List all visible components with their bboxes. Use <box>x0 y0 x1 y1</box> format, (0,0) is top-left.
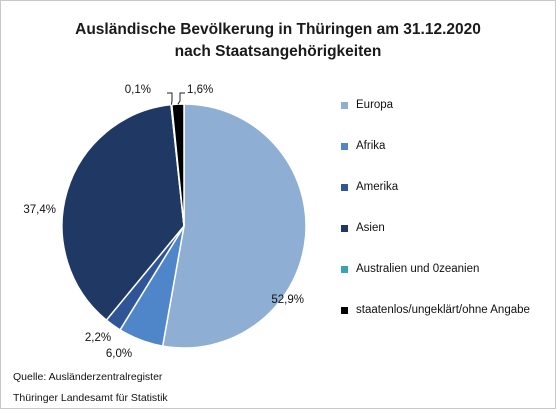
legend-item: Europa <box>341 97 393 113</box>
legend-item: Asien <box>341 220 385 236</box>
data-label: 1,6% <box>187 84 213 96</box>
leader-line <box>167 92 173 105</box>
pie-slice-europa <box>161 103 307 349</box>
legend-swatch <box>341 183 348 191</box>
legend-label: Europa <box>356 99 394 111</box>
publisher-note: Thüringer Landesamt für Statistik <box>13 392 168 404</box>
chart-title: Ausländische Bevölkerung in Thüringen am… <box>75 21 481 38</box>
legend-swatch <box>341 224 348 232</box>
legend-swatch <box>341 101 348 109</box>
legend-label: staatenlos/ungeklärt/ohne Angabe <box>356 304 530 316</box>
data-label: 0,1% <box>125 84 151 96</box>
legend-swatch <box>341 265 348 273</box>
legend-label: Australien und 0zeanien <box>356 263 480 275</box>
data-label: 6,0% <box>106 348 132 360</box>
leader-line <box>177 92 185 105</box>
data-label: 2,2% <box>85 332 111 344</box>
legend-item: Amerika <box>341 179 398 195</box>
pie-slice-asien <box>61 103 185 322</box>
chart-subtitle: nach Staatsangehörigkeiten <box>174 43 382 60</box>
legend-swatch <box>341 142 348 150</box>
legend-item: staatenlos/ungeklärt/ohne Angabe <box>341 302 530 318</box>
legend-label: Asien <box>356 222 385 234</box>
source-note: Quelle: Ausländerzentralregister <box>13 371 163 383</box>
data-label: 37,4% <box>23 204 56 216</box>
data-label: 52,9% <box>271 294 304 306</box>
legend-item: Australien und 0zeanien <box>341 261 479 277</box>
legend-label: Afrika <box>356 140 386 152</box>
legend-label: Amerika <box>356 181 399 193</box>
legend-item: Afrika <box>341 138 385 154</box>
legend-swatch <box>341 306 348 314</box>
